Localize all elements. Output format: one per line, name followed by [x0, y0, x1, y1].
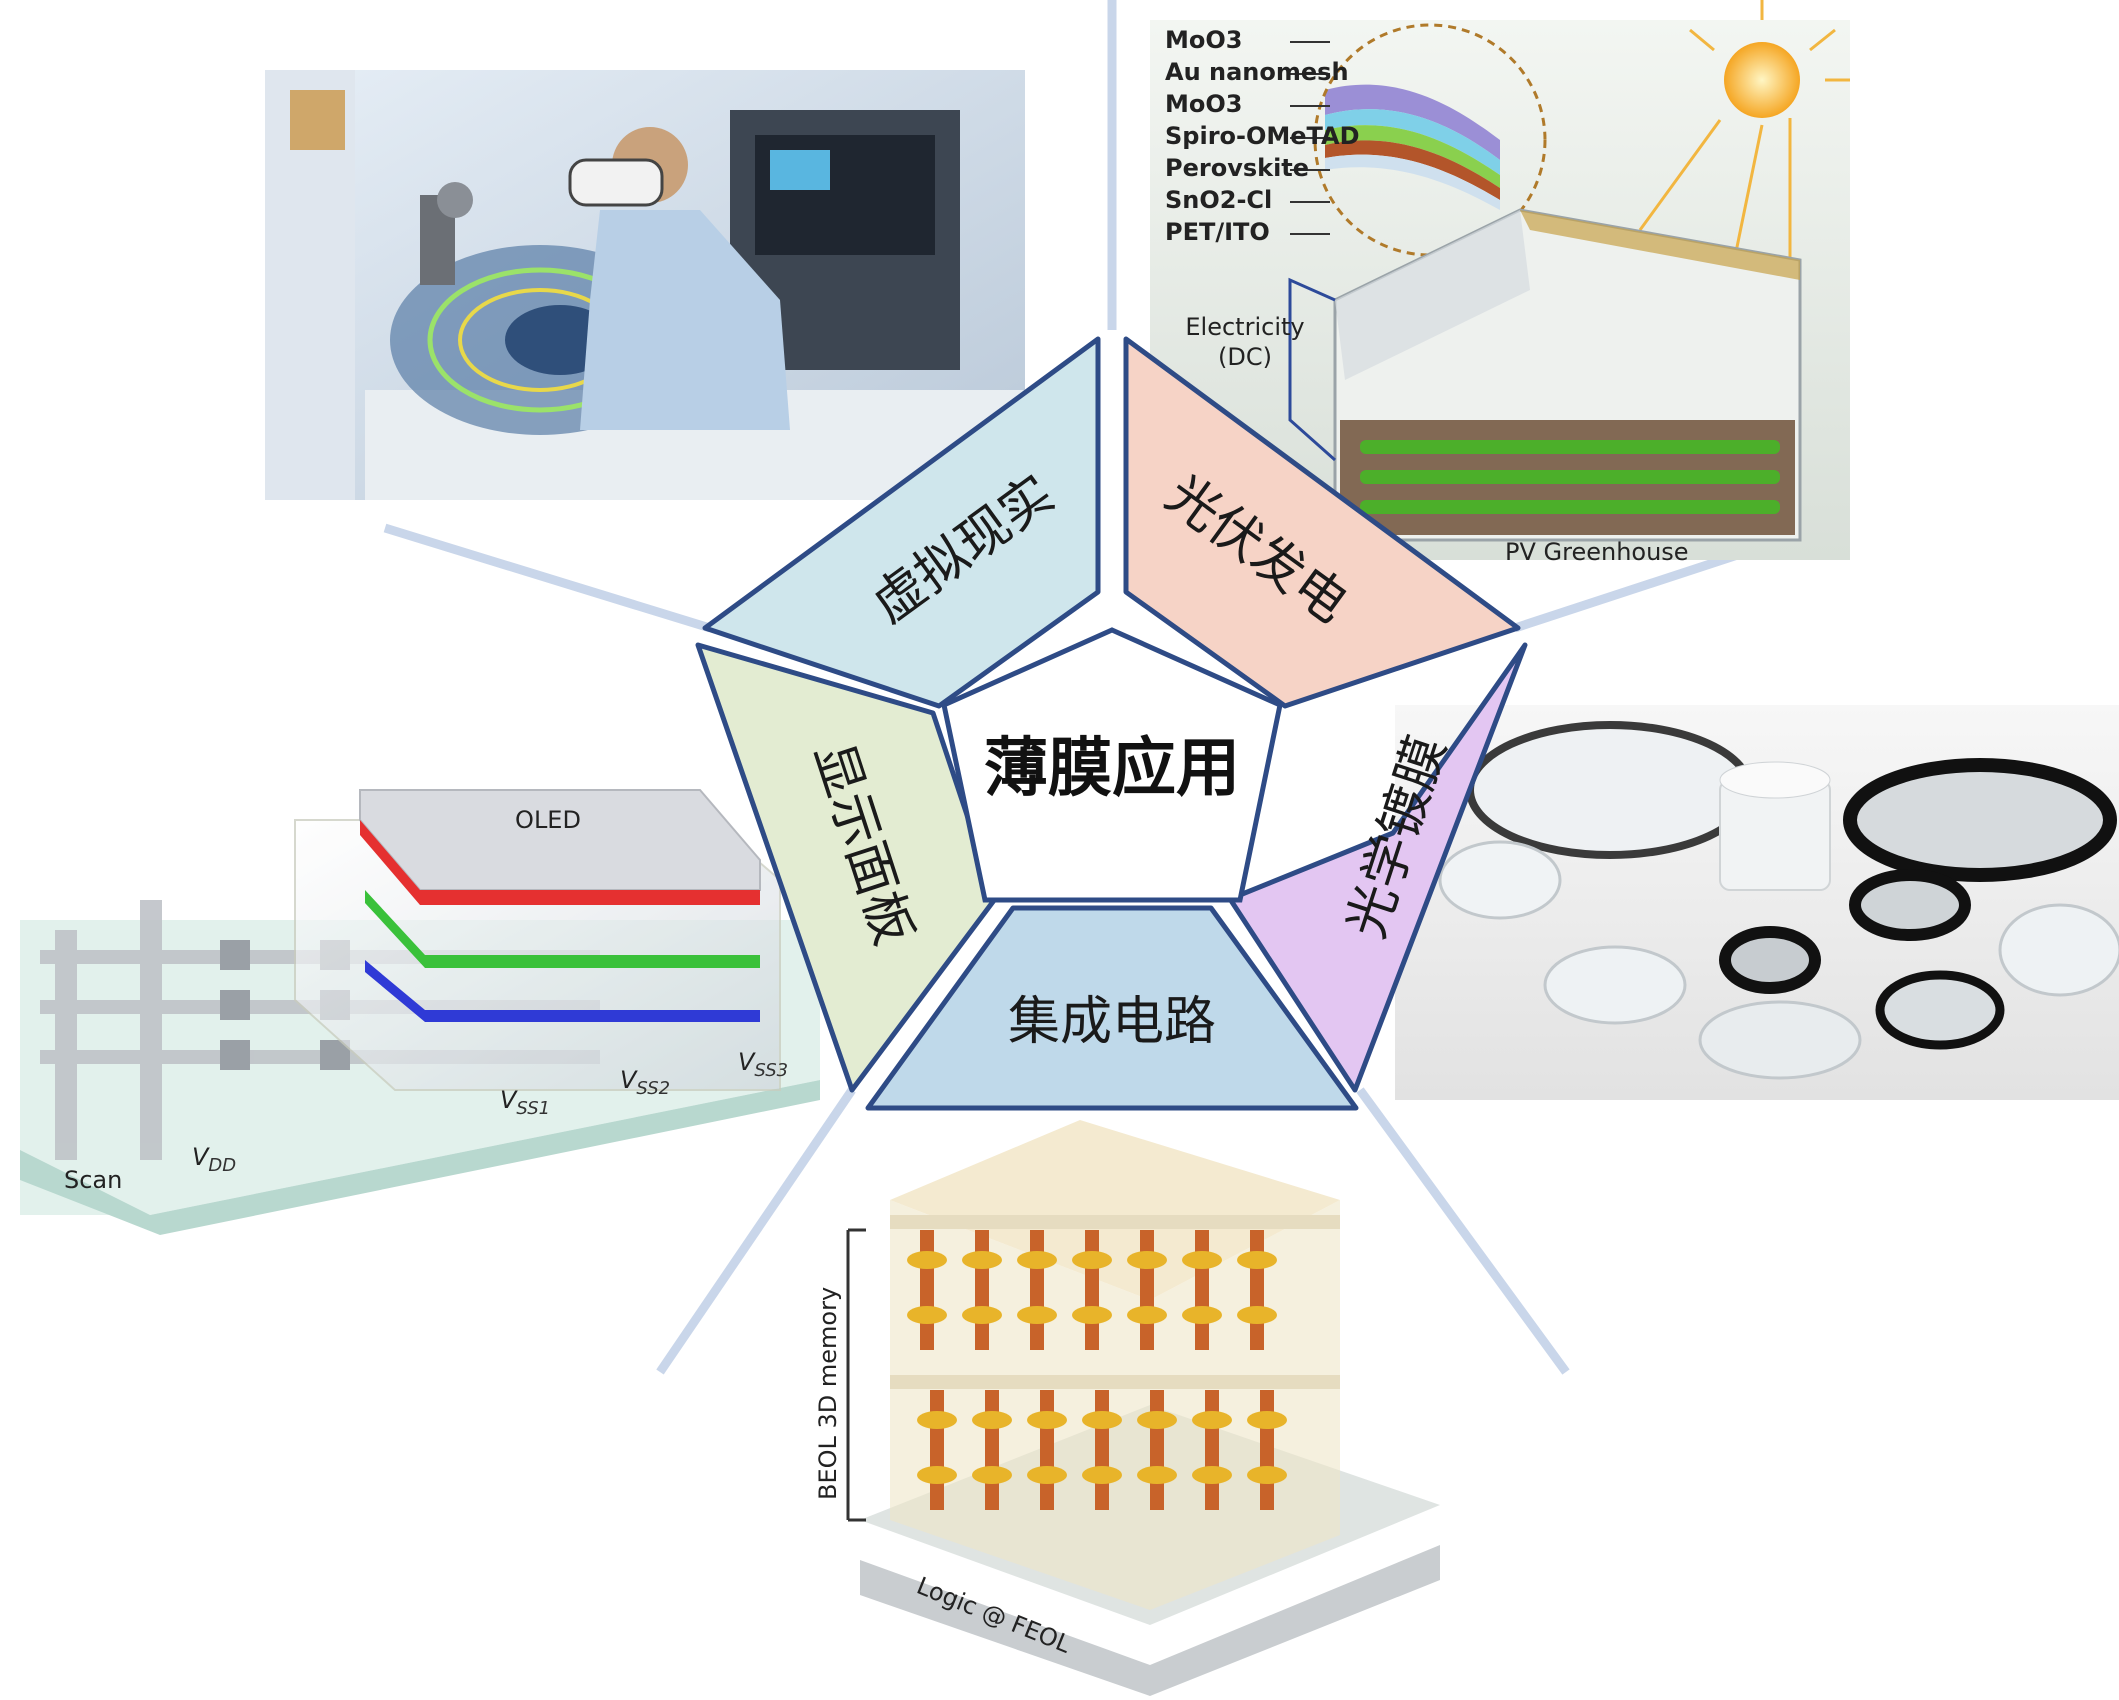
ic-cell [1072, 1251, 1112, 1269]
ic-cell [1072, 1306, 1112, 1324]
pv-layer-labels: MoO3 Au nanomesh MoO3 Spiro-OMeTAD Perovskit… [1165, 26, 1360, 246]
ic-cell [1237, 1251, 1277, 1269]
ic-cell [917, 1411, 957, 1429]
spoke-upper-left [383, 523, 712, 633]
center-title: 薄膜应用 [984, 731, 1240, 806]
pv-layer-label: SnO2-Cl [1165, 186, 1272, 214]
pv-layer-label: Perovskite [1165, 154, 1309, 182]
ic-cell [1027, 1466, 1067, 1484]
ic-pillar [985, 1390, 999, 1510]
ic-pillar [930, 1390, 944, 1510]
ic-pillar [1205, 1390, 1219, 1510]
ic-layer-beam [890, 1215, 1340, 1229]
ic-cell [1192, 1466, 1232, 1484]
oled-label: OLED [515, 806, 581, 834]
ic-pillar [1250, 1230, 1264, 1350]
center-pentagon [941, 627, 1283, 903]
segment-pv [1123, 336, 1521, 709]
ic-pillars [890, 1215, 1340, 1510]
ic-cell [972, 1466, 1012, 1484]
ic-pillar [975, 1230, 989, 1350]
ic-image: BEOL 3D memory Logic @ FEOL [814, 1120, 1440, 1696]
ic-pillar [1150, 1390, 1164, 1510]
scan-label: Scan [64, 1166, 122, 1194]
optical-image [1395, 705, 2119, 1100]
ic-pillar [1260, 1390, 1274, 1510]
pv-layer-label: MoO3 [1165, 26, 1242, 54]
ic-cell [962, 1306, 1002, 1324]
ic-cell [1027, 1411, 1067, 1429]
layer-stack [1325, 84, 1500, 210]
ic-cell [1137, 1466, 1177, 1484]
spoke-lower-left [656, 1087, 856, 1375]
ic-cell [1082, 1466, 1122, 1484]
vss1-label: VSS1 [500, 1086, 550, 1119]
ic-cell [1137, 1411, 1177, 1429]
electricity-label: Electricity [1185, 313, 1304, 341]
segment-label-ic: 集成电路 [1008, 992, 1216, 1052]
vss-labels: VSS1 VSS2 VSS3 VDD Scan [64, 1048, 788, 1194]
ic-pillar [1085, 1230, 1099, 1350]
ic-cell [1237, 1306, 1277, 1324]
beol-memory-label: BEOL 3D memory [814, 1287, 842, 1500]
vss3-label: VSS3 [738, 1048, 788, 1081]
pv-layer-label: Spiro-OMeTAD [1165, 122, 1360, 150]
vdd-label: VDD [192, 1143, 236, 1176]
vss2-label: VSS2 [620, 1066, 670, 1099]
ic-pillar [1140, 1230, 1154, 1350]
ic-cell [1017, 1306, 1057, 1324]
ic-pillar [1030, 1230, 1044, 1350]
ic-cell [917, 1466, 957, 1484]
sun-icon [1724, 42, 1800, 118]
ic-cell [1182, 1251, 1222, 1269]
electricity-dc-label: (DC) [1218, 343, 1272, 371]
pv-layer-label: Au nanomesh [1165, 58, 1349, 86]
ic-cell [1082, 1411, 1122, 1429]
pv-layer-label: PET/ITO [1165, 218, 1270, 246]
segment-ic [865, 905, 1359, 1111]
ic-cell [1247, 1411, 1287, 1429]
vr-image [265, 70, 1025, 500]
ic-cell [1182, 1306, 1222, 1324]
ic-cell [1017, 1251, 1057, 1269]
pv-image: MoO3 Au nanomesh MoO3 Spiro-OMeTAD Perovskit… [1150, 0, 1850, 566]
greenhouse-label: PV Greenhouse [1505, 538, 1689, 566]
ic-cell [1247, 1466, 1287, 1484]
ic-pillar [1195, 1230, 1209, 1350]
ic-cell [907, 1251, 947, 1269]
ic-layer-beam [890, 1375, 1340, 1389]
ic-cell [1127, 1306, 1167, 1324]
spoke-lower-right [1356, 1087, 1570, 1375]
segment-vr [702, 336, 1101, 709]
ic-pillar [920, 1230, 934, 1350]
display-image: OLED VSS1 VSS2 VSS3 VDD Scan [20, 789, 820, 1235]
pv-layer-label: MoO3 [1165, 90, 1242, 118]
ic-cell [907, 1306, 947, 1324]
ic-cell [962, 1251, 1002, 1269]
ic-pillar [1095, 1390, 1109, 1510]
ic-pillar [1040, 1390, 1054, 1510]
ic-cell [1192, 1411, 1232, 1429]
ic-cell [1127, 1251, 1167, 1269]
ic-cell [972, 1411, 1012, 1429]
